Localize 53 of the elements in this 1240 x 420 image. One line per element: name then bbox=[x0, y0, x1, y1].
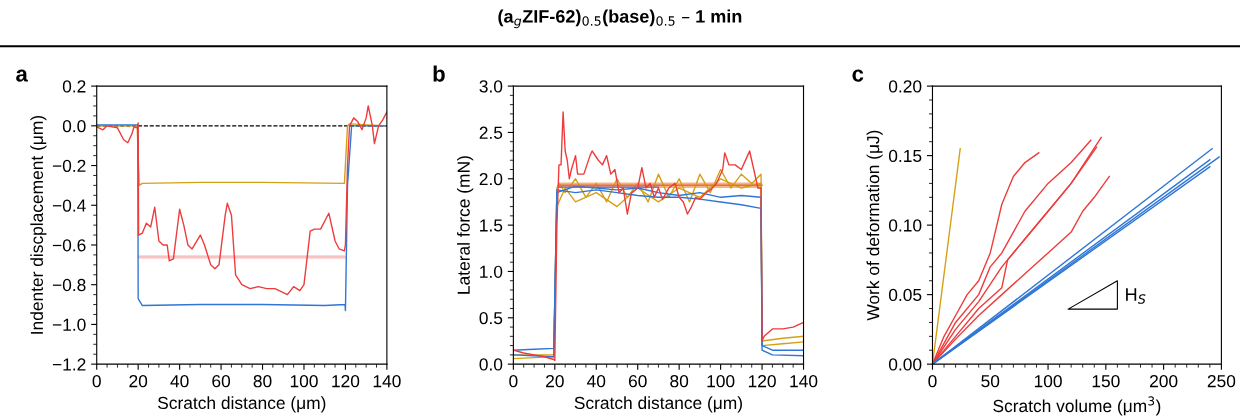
y-tick-label: −0.8 bbox=[52, 278, 86, 292]
text: a bbox=[16, 69, 28, 82]
x-tick-label: 0 bbox=[92, 375, 101, 388]
text: b bbox=[433, 65, 445, 82]
x-tick-label: 140 bbox=[790, 375, 818, 388]
y-tick-label: 0.05 bbox=[888, 288, 922, 302]
x-tick-label: 0 bbox=[509, 375, 518, 388]
x-axis-title: Scratch distance (μm) bbox=[158, 396, 326, 413]
x-tick-label: 120 bbox=[748, 375, 776, 388]
x-axis-title: Scratch volume (μm$^{3}$) bbox=[993, 396, 1161, 416]
y-tick-label: 0.5 bbox=[479, 311, 503, 325]
x-tick-label: 120 bbox=[332, 375, 360, 388]
y-tick-label: −1.2 bbox=[52, 358, 86, 371]
y-axis-title: Work of deformation (μJ) bbox=[866, 130, 883, 321]
x-tick-label: 50 bbox=[981, 375, 1000, 388]
x-tick-label: 100 bbox=[707, 375, 735, 388]
x-tick-label: 40 bbox=[587, 375, 606, 388]
x-axis-title: Scratch distance (μm) bbox=[574, 396, 742, 413]
y-tick-label: 2.5 bbox=[479, 126, 503, 139]
y-tick-label: 2.0 bbox=[479, 172, 503, 186]
y-tick-label: −1.0 bbox=[52, 318, 86, 331]
x-tick-label: 20 bbox=[546, 375, 564, 388]
x-tick-label: 80 bbox=[670, 375, 689, 388]
x-tick-label: 140 bbox=[373, 375, 401, 388]
annotation: H$_{S}$ bbox=[1126, 288, 1146, 304]
y-tick-label: −0.4 bbox=[52, 199, 86, 212]
y-tick-label: 0.15 bbox=[888, 149, 922, 163]
chart-title: (a$_{g}$ZIF-62)$_{0.5}$(base)$_{0.5}$ – 1 min bbox=[498, 9, 742, 29]
y-tick-label: 0.0 bbox=[62, 119, 86, 133]
x-tick-label: 250 bbox=[1207, 375, 1236, 388]
x-tick-label: 80 bbox=[253, 375, 272, 388]
y-tick-label: −0.6 bbox=[52, 239, 86, 252]
text: c bbox=[852, 69, 864, 82]
y-tick-label: 0.20 bbox=[888, 80, 922, 93]
x-tick-label: 100 bbox=[1034, 375, 1062, 388]
y-tick-label: 0.0 bbox=[479, 358, 503, 371]
y-axis-title: Lateral force (mN) bbox=[457, 156, 474, 294]
y-tick-label: 0.00 bbox=[888, 358, 922, 371]
y-tick-label: 1.0 bbox=[480, 265, 503, 278]
x-tick-label: 60 bbox=[628, 375, 647, 388]
x-tick-label: 200 bbox=[1150, 375, 1178, 388]
y-axis-title: Indenter discplacement (μm) bbox=[30, 116, 47, 334]
x-tick-label: 150 bbox=[1092, 375, 1120, 388]
y-tick-label: 1.5 bbox=[480, 219, 503, 232]
x-tick-label: 0 bbox=[928, 375, 937, 388]
y-tick-label: 3.0 bbox=[479, 80, 503, 93]
y-tick-label: 0.2 bbox=[62, 80, 86, 93]
x-tick-label: 60 bbox=[212, 375, 231, 388]
y-tick-label: 0.10 bbox=[888, 219, 922, 232]
x-tick-label: 40 bbox=[170, 375, 189, 388]
y-tick-label: −0.2 bbox=[52, 159, 86, 172]
x-tick-label: 20 bbox=[129, 375, 148, 388]
x-tick-label: 100 bbox=[290, 375, 318, 388]
